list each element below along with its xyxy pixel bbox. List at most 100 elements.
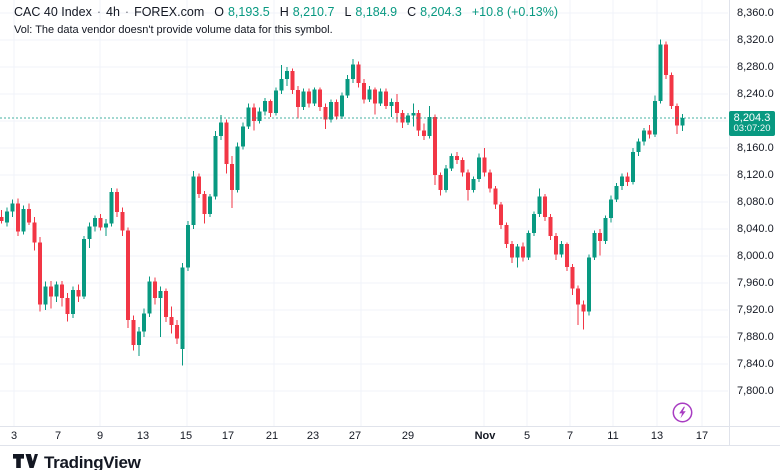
candle-down[interactable]	[504, 224, 509, 244]
candle-down[interactable]	[553, 235, 558, 255]
candle-down[interactable]	[466, 172, 471, 190]
candle-up[interactable]	[345, 79, 350, 96]
candle-down[interactable]	[416, 112, 421, 131]
candle-up[interactable]	[284, 71, 289, 80]
candle-up[interactable]	[427, 116, 432, 136]
candle-up[interactable]	[405, 115, 410, 123]
candle-up[interactable]	[444, 168, 449, 190]
candle-up[interactable]	[257, 111, 262, 121]
candle-down[interactable]	[438, 175, 443, 190]
candle-up[interactable]	[559, 243, 564, 255]
candle-up[interactable]	[301, 91, 306, 107]
candle-down[interactable]	[202, 193, 207, 215]
candle-up[interactable]	[142, 313, 147, 332]
candle-up[interactable]	[4, 211, 9, 223]
candle-up[interactable]	[658, 44, 663, 101]
candle-down[interactable]	[290, 71, 295, 90]
candle-down[interactable]	[26, 208, 31, 223]
candle-down[interactable]	[48, 286, 53, 297]
candle-up[interactable]	[603, 218, 608, 242]
candle-up[interactable]	[87, 226, 92, 240]
candle-up[interactable]	[641, 130, 646, 142]
candle-down[interactable]	[482, 157, 487, 173]
candle-down[interactable]	[125, 230, 130, 321]
candle-down[interactable]	[597, 233, 602, 242]
candle-down[interactable]	[510, 243, 515, 258]
candle-up[interactable]	[592, 233, 597, 258]
candle-up[interactable]	[350, 64, 355, 80]
candle-up[interactable]	[241, 126, 246, 147]
symbol-title[interactable]: CAC 40 Index	[14, 5, 92, 19]
candle-up[interactable]	[532, 214, 537, 234]
candle-down[interactable]	[164, 291, 169, 317]
candle-up[interactable]	[279, 79, 284, 91]
candle-down[interactable]	[663, 44, 668, 76]
candle-up[interactable]	[92, 218, 97, 227]
candle-up[interactable]	[186, 224, 191, 268]
candle-up[interactable]	[274, 90, 278, 113]
candle-down[interactable]	[570, 266, 575, 289]
candle-down[interactable]	[372, 89, 377, 104]
candle-down[interactable]	[455, 156, 460, 161]
candle-up[interactable]	[586, 257, 591, 312]
candle-up[interactable]	[10, 203, 15, 212]
candle-down[interactable]	[120, 212, 125, 231]
candle-down[interactable]	[433, 116, 438, 175]
candle-up[interactable]	[449, 156, 454, 169]
candle-up[interactable]	[54, 284, 59, 297]
candle-down[interactable]	[317, 89, 322, 107]
candle-down[interactable]	[564, 243, 569, 267]
candle-up[interactable]	[180, 267, 185, 350]
current-price-badge[interactable]: 8,204.3 03:07:20	[729, 111, 775, 137]
candle-down[interactable]	[323, 106, 328, 120]
candle-down[interactable]	[98, 218, 103, 228]
candle-down[interactable]	[356, 64, 361, 84]
candle-up[interactable]	[537, 196, 542, 215]
candle-down[interactable]	[548, 216, 553, 236]
candle-down[interactable]	[361, 83, 366, 100]
instant-order-lightning-button[interactable]	[671, 401, 694, 424]
candle-down[interactable]	[268, 100, 273, 113]
candle-up[interactable]	[389, 102, 394, 107]
candle-down[interactable]	[175, 324, 180, 339]
candle-up[interactable]	[81, 239, 86, 297]
candle-up[interactable]	[526, 233, 531, 258]
candle-up[interactable]	[614, 185, 619, 200]
candle-up[interactable]	[235, 146, 240, 190]
candle-down[interactable]	[153, 281, 158, 298]
candle-up[interactable]	[312, 89, 317, 104]
candle-down[interactable]	[543, 196, 548, 217]
candle-up[interactable]	[191, 176, 196, 225]
price-axis[interactable]: 8,204.3 03:07:20 8,360.0 8,320.0 8,280.0 8,…	[729, 0, 780, 445]
candle-up[interactable]	[208, 196, 213, 215]
candle-down[interactable]	[460, 160, 465, 173]
candle-up[interactable]	[608, 199, 613, 219]
candlestick-chart[interactable]	[0, 0, 728, 426]
candle-down[interactable]	[493, 188, 498, 205]
candle-down[interactable]	[499, 204, 504, 225]
candle-up[interactable]	[219, 122, 224, 136]
candle-up[interactable]	[21, 208, 26, 232]
candle-up[interactable]	[630, 152, 635, 182]
candle-down[interactable]	[625, 176, 630, 182]
candle-up[interactable]	[680, 118, 685, 126]
candle-down[interactable]	[647, 130, 652, 135]
candle-up[interactable]	[339, 95, 344, 117]
candle-down[interactable]	[131, 320, 136, 346]
candle-up[interactable]	[213, 135, 218, 197]
candle-up[interactable]	[619, 176, 624, 186]
tradingview-logo[interactable]: TradingView	[13, 453, 141, 470]
candle-down[interactable]	[581, 304, 586, 312]
time-axis[interactable]: 3 7 9 13 15 17 21 23 27 29 Nov 5 7 11 13 17	[0, 426, 780, 446]
candle-down[interactable]	[295, 89, 300, 107]
candle-down[interactable]	[252, 107, 257, 122]
candle-down[interactable]	[114, 191, 119, 213]
candle-up[interactable]	[70, 289, 75, 315]
candle-down[interactable]	[383, 91, 388, 107]
candle-down[interactable]	[32, 222, 37, 243]
exchange-label[interactable]: FOREX.com	[134, 5, 205, 19]
candle-down[interactable]	[488, 172, 493, 189]
candle-down[interactable]	[15, 203, 20, 232]
candle-down[interactable]	[76, 289, 81, 297]
candle-down[interactable]	[575, 288, 580, 305]
